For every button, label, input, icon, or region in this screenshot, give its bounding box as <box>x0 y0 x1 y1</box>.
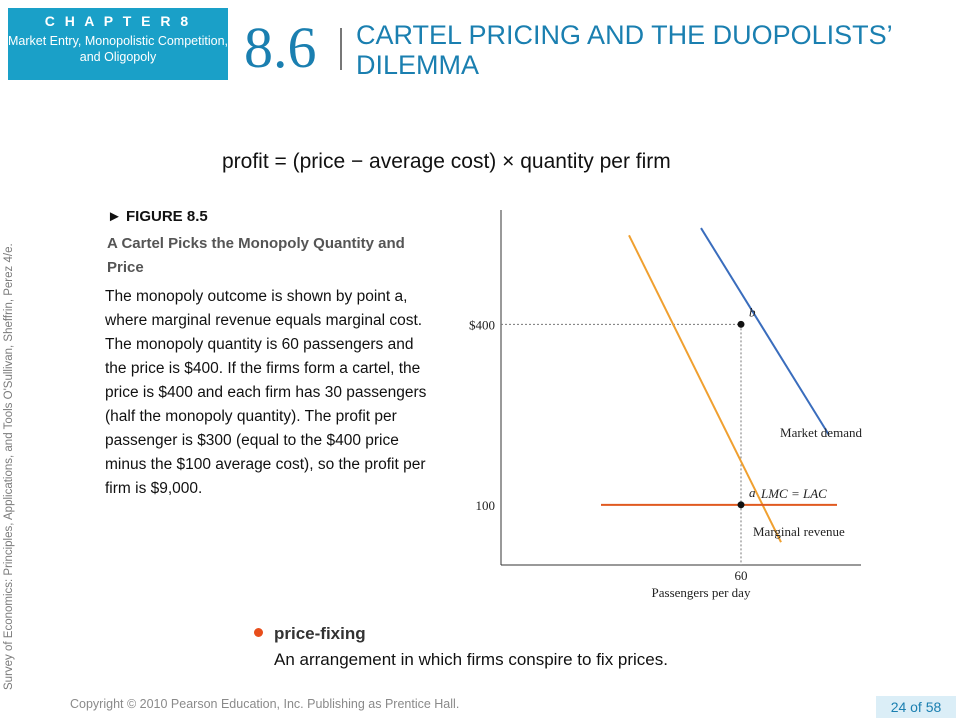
sidebar-citation: Survey of Economics: Principles, Applica… <box>3 243 15 690</box>
figure-arrow-icon: ► <box>107 208 127 225</box>
series-line <box>628 234 782 543</box>
section-title: CARTEL PRICING AND THE DUOPOLISTS’ DILEM… <box>356 20 892 80</box>
data-point <box>737 501 745 509</box>
point-label: a <box>749 485 756 500</box>
x-axis-label: Passengers per day <box>652 585 751 600</box>
series-label: Market demand <box>780 425 862 440</box>
cartel-chart: Market demand Marginal revenue LMC = LAC b a… <box>469 210 862 600</box>
bullet-icon <box>254 628 263 637</box>
y-tick-label: 100 <box>476 498 496 513</box>
chapter-label: C H A P T E R 8 <box>44 13 192 29</box>
figure-title: A Cartel Picks the Monopoly Quantity and… <box>107 235 405 276</box>
series-line <box>700 227 830 436</box>
section-number: 8.6 <box>244 15 317 80</box>
figure-label-text: FIGURE 8.5 <box>126 208 208 225</box>
data-point <box>737 320 745 328</box>
y-tick-label: $400 <box>469 317 495 332</box>
profit-formula: profit = (price − average cost) × quanti… <box>222 150 671 173</box>
term-name: price-fixing <box>274 624 366 643</box>
series-label: LMC = LAC <box>760 486 827 501</box>
point-label: b <box>749 304 756 319</box>
series-label: Marginal revenue <box>753 524 845 539</box>
x-tick-label: 60 <box>735 568 748 583</box>
term-definition: An arrangement in which firms conspire t… <box>274 650 668 669</box>
figure-description: The monopoly outcome is shown by point a… <box>105 288 427 497</box>
chapter-box: C H A P T E R 8 Market Entry, Monopolist… <box>8 8 228 80</box>
copyright-text: Copyright © 2010 Pearson Education, Inc.… <box>70 697 460 711</box>
title-divider <box>340 28 342 70</box>
figure-label: ► FIGURE 8.5 <box>107 208 208 225</box>
page-indicator: 24 of 58 <box>876 696 956 718</box>
chapter-subtitle: Market Entry, Monopolistic Competition, … <box>8 34 228 64</box>
